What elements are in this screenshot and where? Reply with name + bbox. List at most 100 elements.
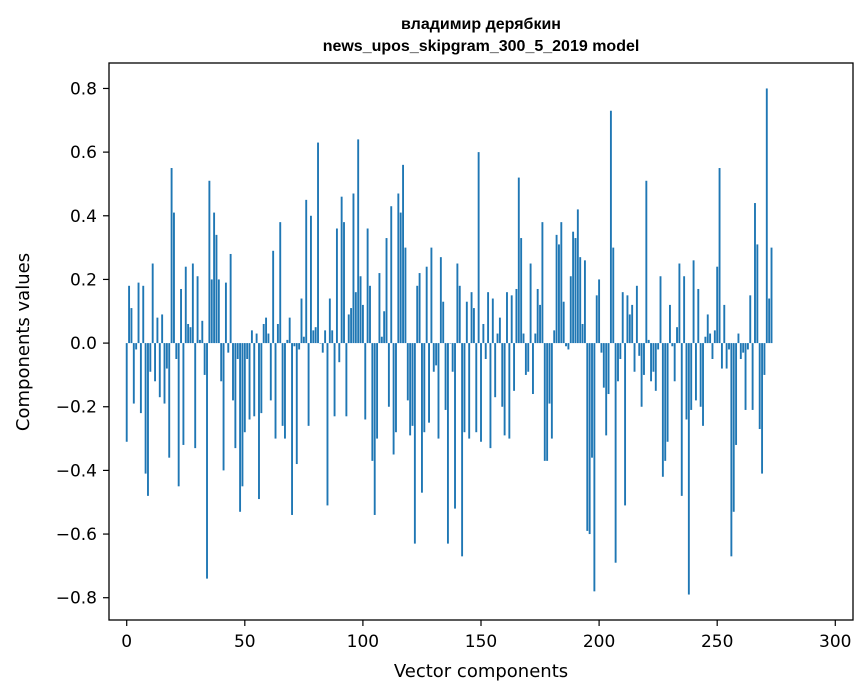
bar-157 [496, 333, 499, 344]
bar-65 [279, 222, 282, 344]
bar-212 [626, 295, 629, 344]
bar-8 [144, 343, 147, 474]
bar-6 [139, 343, 142, 414]
bar-115 [397, 193, 400, 344]
bar-228 [664, 343, 667, 461]
bar-159 [501, 343, 504, 407]
bar-96 [352, 193, 355, 344]
bar-78 [310, 215, 312, 344]
plot-frame [108, 62, 854, 621]
y-tick-label: 0.6 [70, 143, 97, 163]
bar-175 [539, 304, 541, 344]
bar-156 [494, 343, 497, 398]
y-tick-label: −0.8 [56, 589, 97, 609]
bar-165 [515, 288, 518, 344]
x-tick-label: 0 [121, 632, 132, 652]
bar-21 [175, 343, 178, 359]
bar-265 [751, 343, 754, 410]
bar-94 [347, 314, 350, 344]
bar-61 [269, 343, 272, 401]
bar-92 [343, 222, 345, 344]
bar-248 [711, 343, 714, 359]
bar-45 [232, 343, 234, 401]
bar-257 [732, 343, 735, 512]
bar-120 [409, 343, 412, 436]
bar-13 [156, 317, 159, 344]
bar-20 [173, 212, 175, 344]
bar-243 [699, 343, 702, 407]
bar-35 [208, 180, 211, 344]
chart-subtitle: news_upos_skipgram_300_5_2019 model [323, 38, 640, 55]
bar-147 [472, 308, 475, 344]
bar-27 [189, 327, 192, 344]
bar-127 [425, 266, 428, 344]
bar-91 [340, 196, 343, 344]
bar-231 [671, 343, 674, 347]
bar-161 [506, 292, 508, 344]
bar-116 [399, 212, 402, 344]
bar-123 [416, 285, 419, 344]
bar-153 [487, 292, 490, 344]
x-axis-label: Vector components [394, 661, 568, 682]
bar-172 [532, 343, 534, 395]
chart-title: владимир дерябкин [401, 16, 561, 33]
bar-204 [607, 343, 610, 395]
bar-74 [300, 298, 303, 344]
bar-268 [758, 343, 761, 430]
bar-224 [654, 343, 657, 391]
bar-48 [239, 343, 242, 512]
y-tick-label: −0.2 [56, 398, 97, 418]
bar-117 [402, 164, 404, 344]
bar-225 [657, 343, 660, 350]
x-tick-label: 300 [819, 632, 851, 652]
bar-216 [635, 285, 638, 344]
bar-7 [142, 285, 145, 344]
bar-208 [617, 343, 619, 382]
bar-183 [558, 244, 560, 344]
bar-37 [213, 212, 216, 344]
bar-49 [241, 343, 244, 487]
bar-104 [371, 343, 374, 461]
bar-254 [725, 343, 728, 369]
bar-242 [697, 288, 700, 344]
bar-177 [543, 343, 546, 461]
bar-47 [236, 343, 239, 359]
bar-17 [165, 343, 168, 369]
bar-201 [600, 343, 603, 353]
bar-81 [317, 142, 319, 344]
bar-122 [413, 343, 416, 544]
bar-200 [598, 279, 601, 344]
bar-206 [612, 247, 615, 344]
bar-185 [562, 301, 565, 344]
bar-227 [661, 343, 664, 477]
bar-144 [465, 301, 468, 344]
bar-36 [210, 279, 213, 344]
bar-184 [560, 222, 563, 344]
bar-273 [770, 247, 773, 344]
bar-139 [454, 343, 456, 509]
bar-70 [291, 343, 293, 515]
bar-54 [253, 343, 256, 417]
x-tick-label: 100 [347, 632, 379, 652]
bar-75 [302, 336, 305, 344]
bar-237 [685, 343, 688, 420]
bar-226 [659, 276, 662, 344]
bar-244 [702, 343, 704, 426]
bar-270 [763, 343, 766, 375]
bar-189 [572, 231, 575, 344]
bar-272 [768, 298, 771, 344]
bar-142 [461, 343, 464, 557]
bar-32 [201, 320, 204, 344]
bar-180 [550, 343, 553, 439]
bar-77 [307, 343, 310, 426]
bar-213 [628, 314, 631, 344]
x-tick-label: 250 [701, 632, 733, 652]
bar-187 [567, 343, 570, 350]
bar-155 [491, 298, 494, 344]
x-tick-label: 50 [234, 632, 256, 652]
bar-44 [229, 253, 232, 344]
bar-53 [250, 330, 253, 344]
bar-124 [418, 273, 421, 344]
bar-192 [579, 257, 582, 344]
